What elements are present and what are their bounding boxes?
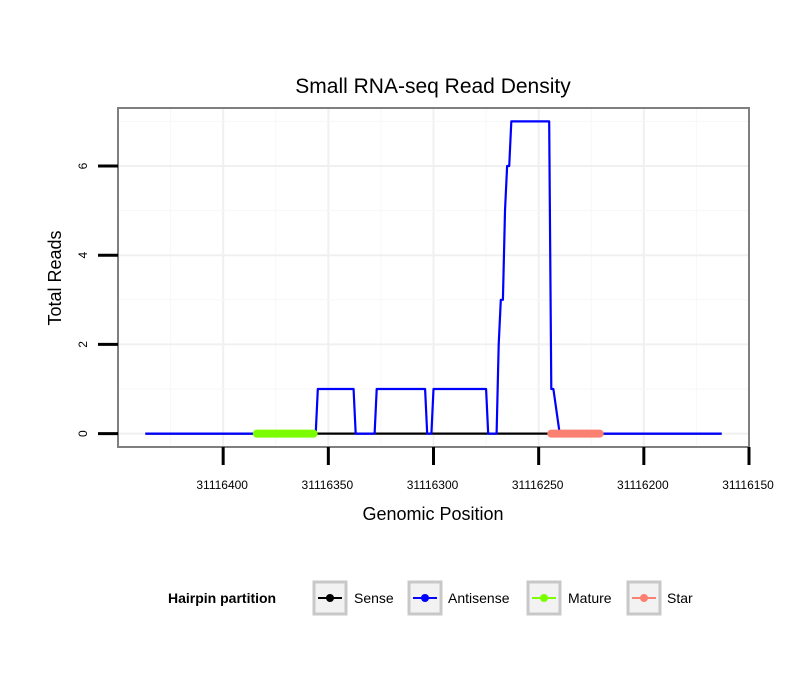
- x-tick-label: 31116150: [722, 478, 774, 492]
- x-tick-label: 31116200: [617, 478, 669, 492]
- x-axis-title: Genomic Position: [362, 504, 503, 524]
- plot-panel: [117, 107, 750, 448]
- y-tick-label: 6: [76, 162, 90, 169]
- legend-key-point: [640, 594, 648, 602]
- chart-title: Small RNA-seq Read Density: [295, 75, 571, 98]
- legend-label-star: Star: [667, 590, 693, 606]
- series-line-antisense: [145, 120, 722, 435]
- legend-label-mature: Mature: [568, 590, 612, 606]
- legend-label-sense: Sense: [354, 590, 394, 606]
- x-tick-label: 31116300: [407, 478, 459, 492]
- y-axis: 0 2 4 6: [76, 162, 118, 437]
- legend: Hairpin partition Sense Antisense Mature St…: [168, 580, 693, 616]
- legend-title: Hairpin partition: [168, 590, 276, 606]
- x-axis: 31116400 31116350 31116300 31116250 31116200…: [196, 447, 774, 492]
- x-tick-label: 31116250: [512, 478, 564, 492]
- x-tick-label: 31116400: [196, 478, 248, 492]
- y-tick-label: 4: [76, 252, 90, 259]
- legend-label-antisense: Antisense: [448, 590, 510, 606]
- y-tick-label: 2: [76, 341, 90, 348]
- legend-key-point: [421, 594, 429, 602]
- x-tick-label: 31116350: [302, 478, 354, 492]
- legend-key-point: [326, 594, 334, 602]
- series-layer: [145, 120, 722, 438]
- y-axis-title: Total Reads: [45, 230, 65, 325]
- y-tick-label: 0: [76, 430, 90, 437]
- legend-key-point: [540, 594, 548, 602]
